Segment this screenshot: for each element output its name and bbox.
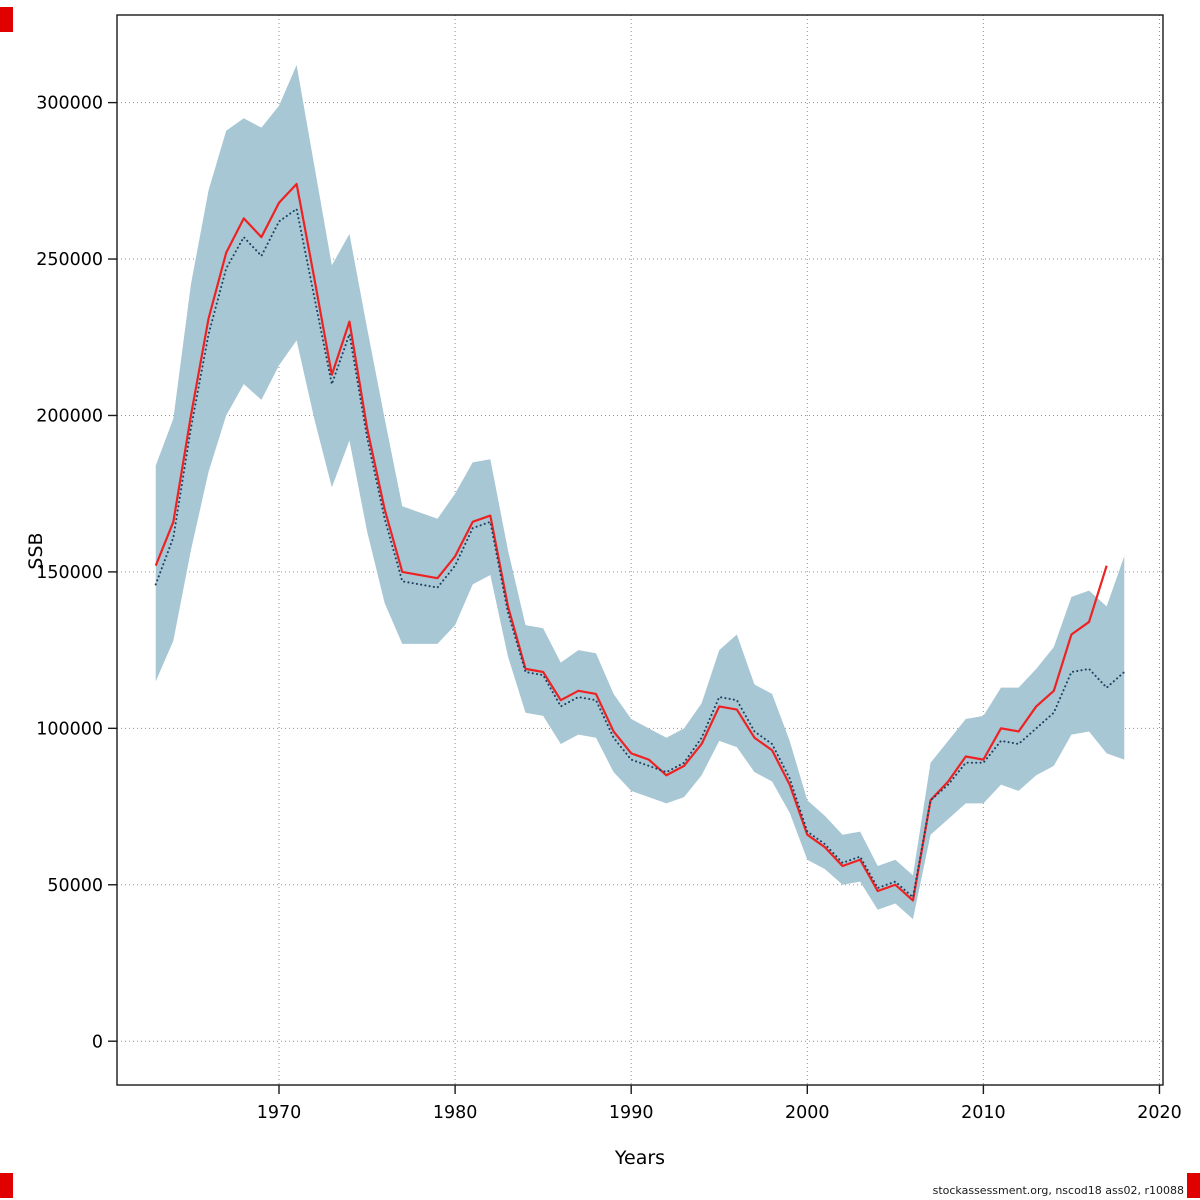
y-tick-label: 50000: [47, 876, 103, 896]
red-edge-artifact-top-left: [0, 7, 13, 32]
x-tick-label: 2010: [961, 1103, 1006, 1123]
plot-border: [116, 14, 1164, 1086]
y-tick-label: 200000: [36, 407, 103, 427]
y-tick-label: 250000: [36, 250, 103, 270]
y-axis-tick-labels: 0 50000 100000 150000 200000 250000 300000: [36, 94, 103, 1053]
source-attribution: stockassessment.org, nscod18 ass02, r100…: [932, 1184, 1184, 1197]
red-edge-artifact-bottom-right: [1187, 1173, 1200, 1198]
y-axis-title: SSB: [25, 532, 47, 570]
x-tick-label: 1990: [609, 1103, 654, 1123]
x-tick-label: 1970: [257, 1103, 302, 1123]
y-tick-label: 100000: [36, 719, 103, 739]
y-tick-label: 150000: [36, 563, 103, 583]
y-tick-label: 300000: [36, 94, 103, 114]
red-edge-artifact-bottom-left: [0, 1173, 13, 1198]
confidence-band: [155, 65, 1125, 920]
ssb-reference-dotted-line: [154, 207, 1126, 899]
x-tick-label: 1980: [433, 1103, 478, 1123]
y-tick-label: 0: [92, 1032, 103, 1052]
axis-ticks: [108, 101, 1161, 1094]
ssb-estimate-red-line: [154, 182, 1108, 902]
x-tick-label: 2000: [785, 1103, 830, 1123]
x-tick-label: 2020: [1137, 1103, 1182, 1123]
x-axis-tick-labels: 1970 1980 1990 2000 2010 2020: [257, 1103, 1182, 1123]
x-axis-title: Years: [614, 1147, 666, 1169]
